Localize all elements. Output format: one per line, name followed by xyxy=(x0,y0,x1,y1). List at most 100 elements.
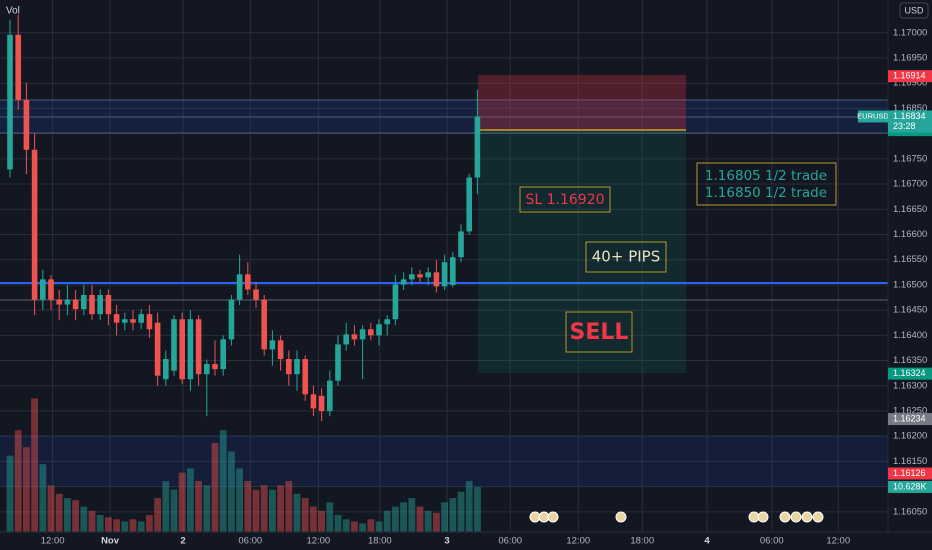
candle-body xyxy=(212,364,218,370)
candle-body xyxy=(179,319,186,380)
candle-body xyxy=(171,319,177,371)
x-tick-label: 18:00 xyxy=(368,536,392,547)
event-icon[interactable] xyxy=(757,511,769,523)
volume-bar xyxy=(121,521,129,532)
volume-bar xyxy=(375,521,383,532)
volume-bar xyxy=(433,512,440,532)
event-icon[interactable] xyxy=(779,511,791,523)
candle-body xyxy=(417,274,423,278)
y-tick-label: 1.16750 xyxy=(893,153,927,164)
candle-body xyxy=(64,299,71,305)
y-tick-label: 1.16950 xyxy=(893,53,927,64)
candle-body xyxy=(335,344,341,381)
y-tick-label: 1.16250 xyxy=(893,405,927,416)
axes: 1.160501.161001.161501.162001.162501.163… xyxy=(41,27,928,546)
candle-body xyxy=(236,274,243,300)
candle-body xyxy=(195,319,202,375)
volume-bar xyxy=(55,493,63,532)
volume-bar xyxy=(400,502,408,532)
candle-body xyxy=(23,99,30,150)
candle-body xyxy=(40,279,46,300)
candle-body xyxy=(327,380,333,411)
volume-bar xyxy=(474,486,481,532)
candle-body xyxy=(359,329,366,340)
volume-bar xyxy=(129,519,137,532)
price-tag xyxy=(888,70,932,83)
candle-body xyxy=(286,359,292,375)
last-price-tag xyxy=(888,110,932,133)
price-tag xyxy=(888,367,932,380)
y-tick-label: 1.16450 xyxy=(893,305,927,316)
x-tick-label: 06:00 xyxy=(760,536,784,547)
event-icon[interactable] xyxy=(790,511,802,523)
y-tick-label: 1.16150 xyxy=(893,456,927,467)
candle-body xyxy=(433,272,440,287)
x-tick-label: 3 xyxy=(444,536,449,547)
volume-bar xyxy=(293,493,301,532)
event-icon[interactable] xyxy=(615,511,627,523)
candle-body xyxy=(400,279,407,285)
x-tick-label: 12:00 xyxy=(566,536,590,547)
candle-body xyxy=(154,322,161,376)
countdown: 23:28 xyxy=(893,121,916,131)
volume-bar xyxy=(96,515,104,532)
candle-body xyxy=(130,319,136,323)
candle-body xyxy=(81,294,87,310)
y-tick-label: 1.16600 xyxy=(893,229,927,240)
candle-body xyxy=(450,257,456,285)
volume-bar xyxy=(31,398,39,532)
price-axis xyxy=(888,0,932,550)
volume-bar xyxy=(80,506,88,532)
candle-body xyxy=(392,284,399,320)
volume-tag-label: 10.628K xyxy=(893,481,927,491)
annotation-box xyxy=(696,162,837,206)
volume-bar xyxy=(334,515,342,532)
event-icon[interactable] xyxy=(801,511,813,523)
annotation: 1.16850 1/2 trade xyxy=(705,185,827,201)
candle-body xyxy=(7,34,13,170)
volume-bar xyxy=(203,485,211,532)
event-icon[interactable] xyxy=(547,511,559,523)
candle-body xyxy=(458,231,464,258)
volume-bar xyxy=(88,510,96,532)
y-tick-label: 1.16300 xyxy=(893,380,927,391)
zone xyxy=(0,435,888,487)
event-icon[interactable] xyxy=(812,511,824,523)
volume-bar xyxy=(154,498,162,532)
candle-body xyxy=(187,319,194,380)
candle-body xyxy=(409,274,415,280)
candle-body xyxy=(204,364,210,375)
volume-bar xyxy=(187,468,194,532)
volume-bar xyxy=(392,506,399,532)
candle-body xyxy=(384,319,391,325)
x-tick-label: 06:00 xyxy=(498,536,522,547)
last-price-label: 1.16834 xyxy=(893,111,926,121)
volume-bar xyxy=(113,519,121,532)
currency-button[interactable] xyxy=(899,2,929,19)
candle-body xyxy=(343,334,350,345)
volume-tag xyxy=(888,480,932,493)
candle-body xyxy=(163,359,169,380)
volume-bar xyxy=(137,521,145,532)
candle-body xyxy=(261,299,268,350)
candles xyxy=(7,14,481,422)
events xyxy=(529,511,824,523)
candle-body xyxy=(48,279,54,300)
x-tick-label: Nov xyxy=(101,536,120,547)
currency[interactable]: USD xyxy=(904,5,924,15)
x-tick-label: 06:00 xyxy=(238,536,262,547)
annotation-box xyxy=(585,241,667,273)
volume-bar xyxy=(457,491,465,532)
volume-bar xyxy=(105,517,112,532)
price-tag xyxy=(888,413,932,426)
candle-body xyxy=(105,294,112,315)
y-tick-label: 1.16200 xyxy=(893,431,927,442)
x-tick-label: 2 xyxy=(180,536,185,547)
x-tick-label: 12:00 xyxy=(306,536,330,547)
volume-title: Vol xyxy=(6,6,20,17)
x-tick-label: 12:00 xyxy=(41,536,65,547)
candle-body xyxy=(425,272,432,278)
volume-bar xyxy=(342,519,350,532)
symbol-label: EURUSD xyxy=(857,111,889,120)
